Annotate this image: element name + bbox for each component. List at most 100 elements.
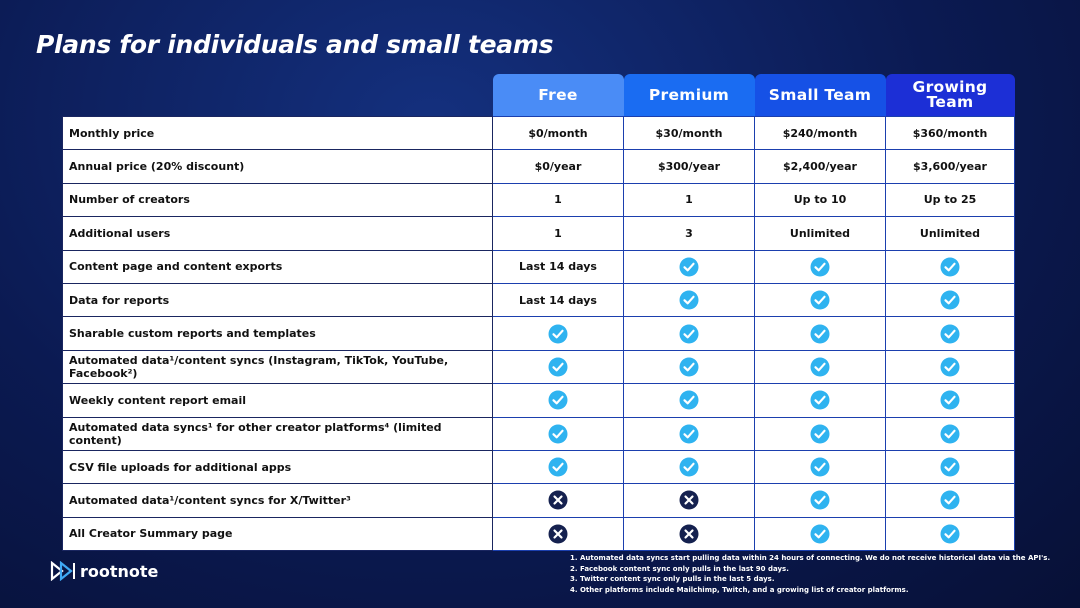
column-header: Free [492, 74, 624, 117]
table-row: Weekly content report email [62, 383, 1015, 418]
check-icon [548, 357, 568, 377]
blank-header [63, 74, 493, 117]
cross-icon [548, 490, 568, 510]
check-icon [548, 457, 568, 477]
check-icon [548, 390, 568, 410]
cell-value: $3,600/year [885, 149, 1015, 184]
row-label: Data for reports [62, 282, 493, 318]
cell-icon [885, 483, 1015, 518]
check-icon [679, 257, 699, 277]
cell-value: Unlimited [754, 216, 886, 251]
check-icon [679, 457, 699, 477]
cell-value: $360/month [885, 115, 1015, 151]
table-row: Annual price (20% discount) $0/year $300/y… [62, 149, 1015, 184]
check-icon [679, 290, 699, 310]
logo: rootnote [50, 561, 158, 581]
cell-icon [492, 316, 624, 351]
check-icon [810, 357, 830, 377]
table-body: Monthly price $0/month $30/month $240/month… [62, 115, 1015, 552]
cell-icon [754, 449, 886, 485]
cell-value: Up to 10 [754, 182, 886, 218]
check-icon [940, 524, 960, 544]
table-row: Automated data¹/content syncs (Instagram… [62, 349, 1015, 385]
cell-icon [754, 516, 886, 552]
check-icon [679, 324, 699, 344]
table-row: Sharable custom reports and templates [62, 316, 1015, 351]
cell-icon [885, 349, 1015, 385]
cell-icon [623, 449, 755, 485]
row-label: Number of creators [62, 182, 493, 218]
table-row: All Creator Summary page [62, 516, 1015, 552]
footnote: 2. Facebook content sync only pulls in t… [570, 564, 789, 573]
cell-value: 1 [623, 182, 755, 218]
check-icon [679, 390, 699, 410]
check-icon [679, 357, 699, 377]
cell-icon [623, 349, 755, 385]
check-icon [940, 490, 960, 510]
cell-icon [754, 349, 886, 385]
pricing-table: Free Premium Small Team Growing Team Monthl… [62, 74, 1015, 552]
check-icon [810, 424, 830, 444]
footnote: 1. Automated data syncs start pulling da… [570, 554, 1051, 562]
logo-icon [50, 561, 75, 581]
check-icon [548, 324, 568, 344]
cell-icon [754, 316, 886, 351]
table-row: Monthly price $0/month $30/month $240/month… [62, 115, 1015, 151]
cell-icon [885, 316, 1015, 351]
check-icon [810, 490, 830, 510]
check-icon [810, 457, 830, 477]
cell-icon [885, 416, 1015, 451]
cross-icon [679, 490, 699, 510]
table-row: Automated data syncs¹ for other creator … [62, 416, 1015, 451]
cell-icon [754, 483, 886, 518]
table-row: Content page and content exports Last 14 … [62, 249, 1015, 284]
footnote: 4. Other platforms include Mailchimp, Tw… [570, 585, 909, 594]
cell-icon [623, 416, 755, 451]
page-title: Plans for individuals and small teams [36, 30, 554, 59]
row-label: Monthly price [62, 115, 493, 151]
cell-icon [623, 383, 755, 418]
cell-value: $300/year [623, 149, 755, 184]
row-label: Sharable custom reports and templates [62, 316, 493, 351]
cell-value: $2,400/year [754, 149, 886, 184]
check-icon [810, 324, 830, 344]
cell-icon [754, 282, 886, 318]
row-label: Automated data¹/content syncs (Instagram… [62, 349, 493, 385]
check-icon [940, 390, 960, 410]
table-row: Automated data¹/content syncs for X/Twit… [62, 483, 1015, 518]
header-row: Free Premium Small Team Growing Team [63, 74, 1015, 117]
row-label: Annual price (20% discount) [62, 149, 493, 184]
cell-value: Last 14 days [492, 249, 624, 284]
check-icon [810, 524, 830, 544]
check-icon [940, 290, 960, 310]
cell-value: 1 [492, 182, 624, 218]
check-icon [810, 257, 830, 277]
cell-icon [623, 282, 755, 318]
cell-value: Unlimited [885, 216, 1015, 251]
cross-icon [548, 524, 568, 544]
cell-value: Last 14 days [492, 282, 624, 318]
cell-icon [754, 249, 886, 284]
cell-value: 1 [492, 216, 624, 251]
check-icon [940, 424, 960, 444]
cell-value: 3 [623, 216, 755, 251]
cell-icon [754, 383, 886, 418]
footnote: 3. Twitter content sync only pulls in th… [570, 575, 775, 583]
cell-icon [885, 249, 1015, 284]
check-icon [940, 324, 960, 344]
cell-icon [492, 483, 624, 518]
cell-icon [492, 383, 624, 418]
cell-icon [885, 383, 1015, 418]
cell-value: $0/year [492, 149, 624, 184]
cell-icon [623, 316, 755, 351]
cell-icon [492, 449, 624, 485]
table-row: CSV file uploads for additional apps [62, 449, 1015, 485]
cell-value: $240/month [754, 115, 886, 151]
cell-icon [492, 349, 624, 385]
cell-icon [885, 449, 1015, 485]
table-row: Additional users 1 3 Unlimited Unlimited [62, 216, 1015, 251]
cell-icon [492, 416, 624, 451]
logo-text: rootnote [80, 561, 159, 581]
cross-icon [679, 524, 699, 544]
